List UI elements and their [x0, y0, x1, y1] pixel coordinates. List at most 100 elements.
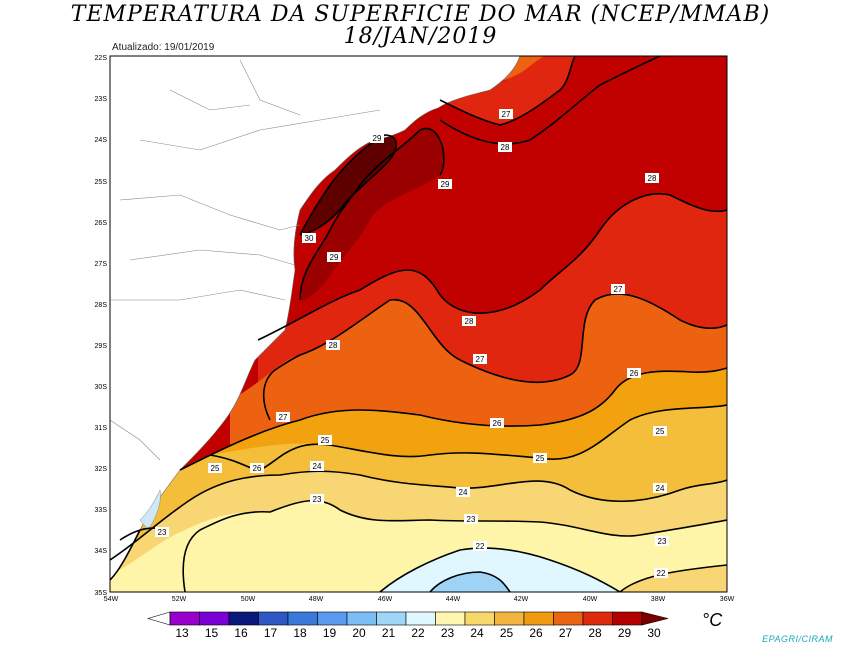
lon-label: 52W [172, 596, 187, 603]
contour-label: 23 [467, 515, 476, 524]
colorbar-value-label: 21 [382, 626, 396, 640]
contour-label: 22 [657, 569, 666, 578]
colorbar-value-label: 26 [529, 626, 543, 640]
lat-label: 27S [95, 261, 108, 268]
lon-label: 38W [651, 596, 666, 603]
colorbar-value-label: 22 [411, 626, 425, 640]
colorbar-swatch [523, 611, 554, 626]
lat-label: 34S [95, 548, 108, 555]
sst-fields: 30 29 29 28 28 28 27 27 27 27 26 26 26 2… [110, 56, 727, 592]
colorbar-swatch [258, 611, 289, 626]
lat-label: 24S [95, 137, 108, 144]
lon-label: 46W [378, 596, 393, 603]
map-frame [109, 55, 728, 593]
colorbar-value-label: 29 [618, 626, 632, 640]
lat-label: 29S [95, 343, 108, 350]
colorbar-swatch [317, 611, 348, 626]
contour-label: 27 [279, 413, 288, 422]
contour-label: 26 [253, 464, 262, 473]
band-30 [300, 135, 397, 235]
contour-label: 25 [211, 464, 220, 473]
colorbar-swatch [553, 611, 584, 626]
colorbar-swatch [582, 611, 613, 626]
lon-axis: 54W 52W 50W 48W 46W 44W 42W 40W 38W 36W [104, 596, 735, 603]
contour-label: 29 [330, 253, 339, 262]
contour-label: 27 [614, 285, 623, 294]
lon-label: 50W [241, 596, 256, 603]
contour-label: 25 [321, 436, 330, 445]
lon-label: 36W [720, 596, 735, 603]
lon-label: 48W [309, 596, 324, 603]
colorbar-swatch [228, 611, 259, 626]
map-title: TEMPERATURA DA SUPERFICIE DO MAR (NCEP/M… [70, 2, 771, 27]
band-20 [430, 572, 510, 592]
credit-label: EPAGRI/CIRAM [762, 634, 833, 644]
colorbar-value-label: 19 [323, 626, 337, 640]
contour-label: 28 [501, 143, 510, 152]
colorbar-swatch [612, 611, 643, 626]
lat-label: 28S [95, 302, 108, 309]
contour-label-group: 30 29 29 28 28 28 27 27 27 27 26 26 26 2… [155, 109, 669, 578]
colorbar-swatch [376, 611, 407, 626]
contour-label: 29 [373, 134, 382, 143]
colorbar: 13 15 16 17 18 19 20 21 22 23 24 25 26 27 28 29 30 [146, 611, 669, 640]
contour-label: 22 [476, 542, 485, 551]
colorbar-swatch [405, 611, 436, 626]
colorbar-arrow-low [146, 611, 171, 626]
map-date: 18/JAN/2019 [343, 24, 498, 49]
colorbar-value-label: 18 [293, 626, 307, 640]
lon-label: 54W [104, 596, 119, 603]
colorbar-value-label: 20 [352, 626, 366, 640]
colorbar-value-label: 23 [441, 626, 455, 640]
band-21 [380, 548, 620, 592]
lat-axis: 22S 23S 24S 25S 26S 27S 28S 29S 30S 31S … [95, 55, 108, 597]
contour-label: 23 [158, 528, 167, 537]
colorbar-swatch [169, 611, 200, 626]
contour-label: 29 [441, 180, 450, 189]
lat-label: 32S [95, 466, 108, 473]
contour-label: 28 [648, 174, 657, 183]
colorbar-value-label: 28 [588, 626, 602, 640]
colorbar-value-label: 17 [264, 626, 278, 640]
lat-label: 33S [95, 507, 108, 514]
unit-label: °C [702, 610, 723, 630]
state-border [110, 59, 381, 461]
colorbar-value-label: 30 [647, 626, 661, 640]
lat-label: 25S [95, 179, 108, 186]
contour-label: 26 [493, 419, 502, 428]
contour-label: 28 [329, 341, 338, 350]
contour-label: 23 [658, 537, 667, 546]
lat-label: 22S [95, 55, 108, 62]
updated-label: Atualizado: 19/01/2019 [112, 42, 215, 53]
colorbar-swatch [494, 611, 525, 626]
lon-label: 42W [514, 596, 529, 603]
band-27-ne [440, 56, 575, 125]
colorbar-value-label: 15 [205, 626, 219, 640]
colorbar-swatch [199, 611, 230, 626]
contour-label: 30 [305, 234, 314, 243]
colorbar-swatch [464, 611, 495, 626]
band-23-se [620, 565, 727, 592]
contour-label: 25 [656, 427, 665, 436]
contour-label: 24 [459, 488, 468, 497]
lat-label: 31S [95, 425, 108, 432]
contour-label: 28 [465, 317, 474, 326]
lagoon [139, 489, 161, 531]
contour-label: 24 [313, 462, 322, 471]
contour-label: 27 [476, 355, 485, 364]
lat-label: 35S [95, 590, 108, 597]
colorbar-swatch [287, 611, 318, 626]
contour-label: 25 [536, 454, 545, 463]
contour-label: 24 [656, 484, 665, 493]
lat-label: 23S [95, 96, 108, 103]
colorbar-value-label: 24 [470, 626, 484, 640]
colorbar-value-label: 13 [175, 626, 189, 640]
contour-lines [110, 56, 727, 592]
contour-label: 23 [313, 495, 322, 504]
lon-label: 40W [583, 596, 598, 603]
colorbar-value-label: 27 [559, 626, 573, 640]
lat-label: 26S [95, 220, 108, 227]
colorbar-swatch [346, 611, 377, 626]
contour-label: 26 [630, 369, 639, 378]
